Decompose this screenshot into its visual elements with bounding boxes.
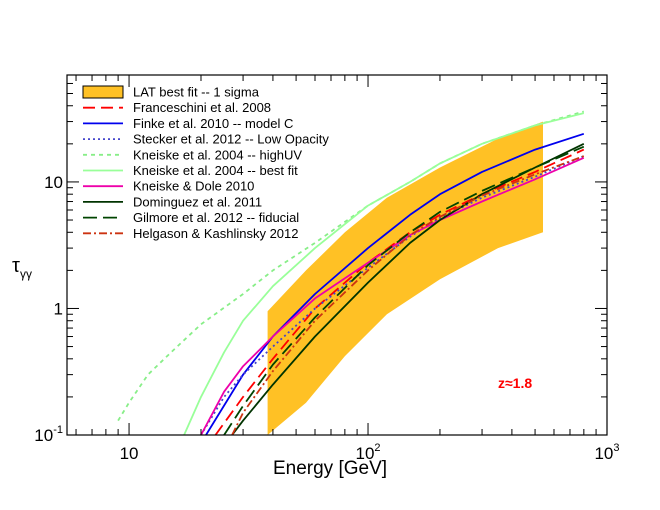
legend-label: Kneiske et al. 2004 -- highUV (133, 147, 302, 162)
series-layer (117, 110, 585, 435)
legend-label: Stecker et al. 2012 -- Low Opacity (133, 132, 329, 147)
x-tick-label: 103 (594, 442, 619, 463)
ticks-layer (67, 74, 608, 436)
legend-swatch-band (82, 85, 124, 99)
legend-label: Dominguez et al. 2011 (133, 194, 262, 209)
series-line-1 (205, 132, 585, 435)
legend-label: Helgason & Kashlinsky 2012 (133, 226, 299, 241)
series-line-8 (231, 155, 585, 435)
series-line-6 (231, 142, 585, 435)
redshift-annotation: z≈1.8 (498, 375, 532, 391)
series-line-5 (200, 156, 585, 435)
plot-frame (66, 74, 608, 436)
y-axis-subscript: γγ (20, 267, 32, 281)
legend-label: LAT best fit -- 1 sigma (133, 85, 260, 100)
series-line-0 (214, 148, 585, 435)
series-line-4 (183, 112, 585, 435)
x-tick-label: 10 (120, 444, 139, 463)
y-axis-symbol: τ (12, 255, 20, 277)
legend-label: Kneiske & Dole 2010 (133, 179, 254, 194)
legend-label: Finke et al. 2010 -- model C (133, 116, 293, 131)
plot-area (117, 110, 585, 435)
legend-label: Kneiske et al. 2004 -- best fit (133, 163, 298, 178)
series-line-2 (200, 155, 585, 435)
y-axis-title: τγγ (12, 255, 32, 281)
legend-label: Gilmore et al. 2012 -- fiducial (133, 210, 299, 225)
tick-labels: 10 102 103 10-1 1 10 (34, 173, 619, 463)
legend-label: Franceschini et al. 2008 (133, 100, 271, 115)
y-tick-label: 1 (54, 299, 63, 318)
y-tick-label: 10 (44, 173, 63, 192)
x-tick-label: 102 (356, 442, 381, 463)
y-tick-label: 10-1 (34, 424, 63, 445)
series-line-7 (223, 145, 585, 435)
x-axis-title: Energy [GeV] (273, 458, 387, 479)
series-line-3 (117, 110, 585, 422)
